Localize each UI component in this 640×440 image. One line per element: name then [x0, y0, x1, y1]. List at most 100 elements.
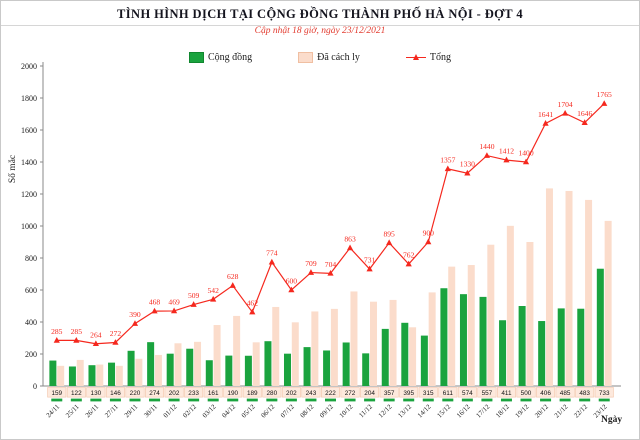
green-dash: [598, 398, 610, 402]
green-dash: [540, 398, 552, 402]
cong-dong-label-box: [262, 387, 282, 398]
cong-dong-label-box: [516, 387, 536, 398]
bar-cong-dong: [596, 268, 604, 386]
tong-point-marker: [405, 260, 412, 267]
tong-point-marker: [327, 269, 334, 276]
cong-dong-value-label: 130: [91, 390, 102, 397]
bar-da-cach-ly: [585, 199, 593, 386]
legend-item-3[interactable]: Tổng: [405, 52, 451, 63]
tong-point-marker: [562, 109, 569, 116]
x-date-label: 10/12: [338, 403, 354, 419]
tong-point-marker: [190, 301, 197, 307]
bar-cong-dong: [166, 353, 174, 386]
legend-swatch-icon: [188, 52, 204, 63]
bar-cong-dong: [557, 308, 565, 386]
bar-da-cach-ly: [330, 308, 338, 386]
cong-dong-label-box: [555, 387, 575, 398]
bar-cong-dong: [147, 342, 155, 386]
tong-point-marker: [601, 100, 608, 106]
green-dash: [500, 398, 512, 402]
tong-point-marker: [503, 156, 510, 163]
x-date-label: 08/12: [299, 403, 315, 419]
cong-dong-value-label: 272: [345, 390, 356, 397]
x-date-label: 11/12: [358, 403, 374, 419]
x-date-label: 15/12: [436, 403, 452, 419]
tong-value-label: 1330: [460, 160, 475, 169]
cong-dong-value-label: 274: [149, 390, 160, 397]
bar-da-cach-ly: [194, 341, 202, 386]
bar-da-cach-ly: [154, 354, 162, 386]
bar-cong-dong: [186, 348, 194, 386]
legend-item-1[interactable]: Cộng đồng: [188, 52, 252, 63]
tong-point-marker: [112, 339, 119, 345]
cong-dong-value-label: 122: [71, 390, 82, 397]
green-dash: [481, 398, 493, 402]
bar-cong-dong: [459, 294, 467, 386]
x-date-label: 25/11: [65, 403, 81, 419]
bar-cong-dong: [518, 306, 526, 386]
bar-da-cach-ly: [526, 242, 534, 386]
bar-da-cach-ly: [252, 342, 260, 386]
bar-cong-dong: [244, 355, 252, 386]
cong-dong-value-label: 202: [169, 390, 180, 397]
cong-dong-value-label: 411: [501, 390, 512, 397]
tong-point-marker: [483, 152, 491, 158]
tong-value-label: 462: [247, 299, 259, 308]
cong-dong-value-label: 485: [560, 390, 571, 397]
x-date-label: 06/12: [260, 403, 276, 419]
bar-cong-dong: [49, 360, 57, 386]
bar-cong-dong: [283, 353, 291, 386]
green-dash: [149, 398, 161, 402]
green-dash: [403, 398, 415, 402]
tong-point-marker: [288, 286, 295, 293]
x-date-label: 19/12: [514, 403, 530, 419]
x-date-label: 13/12: [397, 403, 413, 419]
tong-value-label: 863: [344, 234, 356, 243]
cong-dong-label-box: [281, 387, 301, 398]
tong-value-label: 1440: [479, 142, 494, 151]
bar-da-cach-ly: [370, 301, 378, 386]
cong-dong-label-box: [86, 387, 106, 398]
bar-da-cach-ly: [467, 265, 475, 386]
x-date-label: 24/11: [45, 403, 61, 419]
x-date-label: 17/12: [475, 403, 491, 419]
green-dash: [383, 398, 395, 402]
y-tick-label: 800: [25, 254, 37, 263]
bar-cong-dong: [303, 347, 311, 386]
y-tick-label: 400: [25, 318, 37, 327]
tong-point-marker: [444, 165, 451, 172]
bar-cong-dong: [499, 320, 507, 386]
tong-point-marker: [249, 308, 256, 315]
cong-dong-label-box: [164, 387, 184, 398]
green-dash: [109, 398, 121, 402]
x-date-label: 29/11: [124, 403, 140, 419]
cong-dong-value-label: 574: [462, 390, 473, 397]
green-dash: [422, 398, 434, 402]
cong-dong-label-box: [379, 387, 399, 398]
bar-cong-dong: [225, 355, 233, 386]
cong-dong-label-box: [536, 387, 556, 398]
tong-point-marker: [210, 295, 217, 302]
x-date-label: 04/12: [221, 403, 237, 419]
x-date-label: 05/12: [241, 403, 257, 419]
green-dash: [90, 398, 102, 402]
legend-item-2[interactable]: Đã cách ly: [298, 52, 360, 63]
x-date-label: 30/11: [143, 403, 159, 419]
tong-point-marker: [73, 337, 80, 343]
x-date-label: 07/12: [280, 403, 296, 419]
green-dash: [364, 398, 376, 402]
x-axis-title: Ngày: [601, 415, 622, 425]
page-subtitle: Cập nhật 18 giờ, ngày 23/12/2021: [254, 26, 386, 36]
tong-value-label: 900: [423, 229, 435, 238]
cong-dong-value-label: 395: [403, 390, 414, 397]
cong-dong-value-label: 243: [306, 390, 317, 397]
bar-da-cach-ly: [545, 188, 553, 386]
tong-point-marker: [386, 239, 393, 246]
y-tick-label: 1000: [21, 222, 37, 231]
green-dash: [559, 398, 571, 402]
tong-value-label: 1357: [440, 155, 455, 164]
bar-da-cach-ly: [311, 311, 319, 386]
bar-cong-dong: [538, 321, 546, 386]
cong-dong-value-label: 204: [364, 390, 375, 397]
